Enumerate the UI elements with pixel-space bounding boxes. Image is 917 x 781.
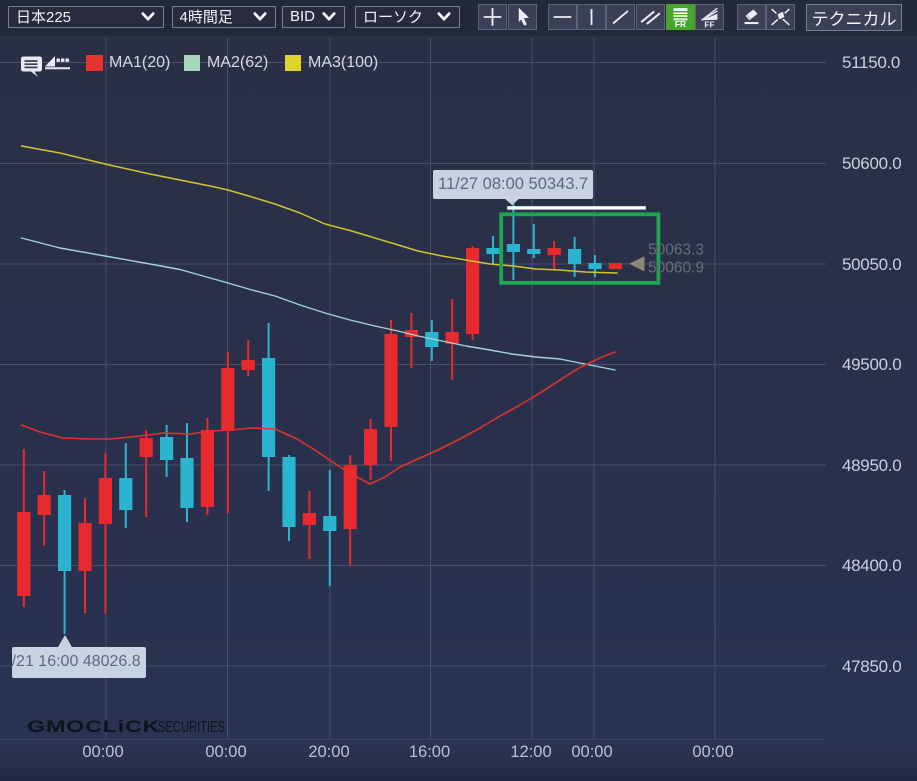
svg-text:FF: FF <box>704 20 714 30</box>
svg-text:50060.9: 50060.9 <box>648 260 704 277</box>
svg-text:FR: FR <box>674 19 685 29</box>
svg-text:50063.3: 50063.3 <box>648 242 704 259</box>
